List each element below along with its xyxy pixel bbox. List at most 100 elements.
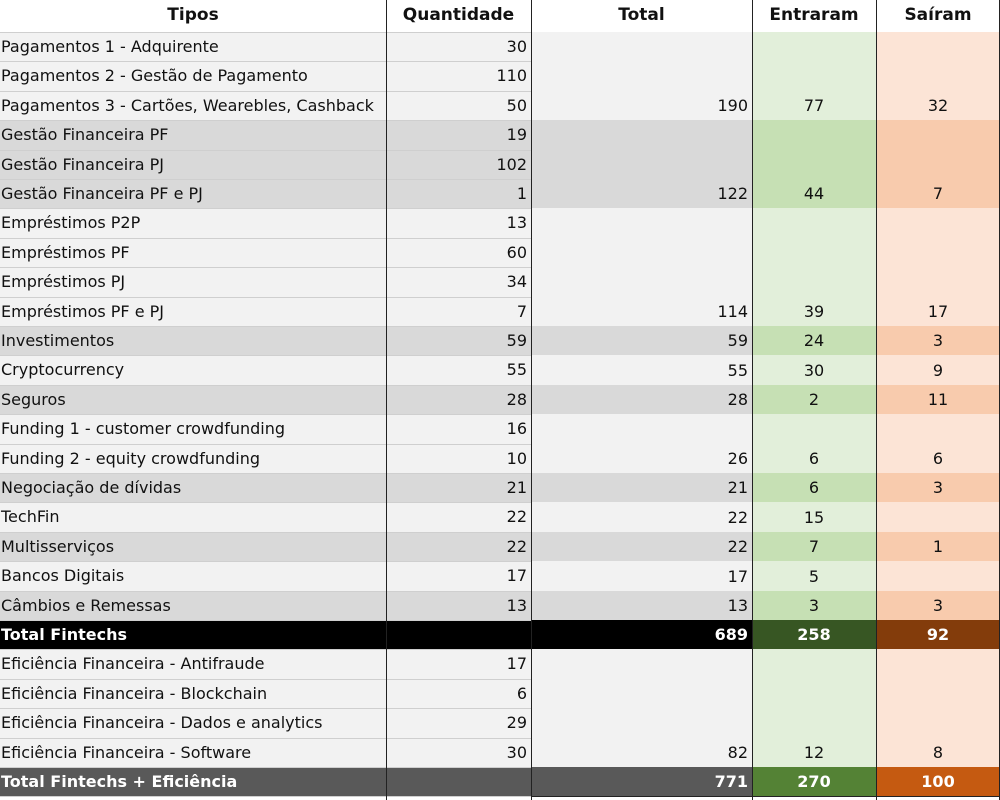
total-cell: 771 [531,767,752,796]
quantidade-cell: 59 [386,326,531,355]
quantidade-cell: 50 [386,91,531,120]
row-separator [0,238,531,239]
quantidade-cell: 28 [386,385,531,414]
sairam-cell: 32 [876,32,1000,120]
row-separator [0,649,531,650]
row-separator [0,32,531,33]
group-separator [531,796,1000,797]
tipo-cell: Total Fintechs + Eficiência [0,767,386,796]
quantidade-cell: 19 [386,120,531,150]
row-separator [0,767,531,768]
total-cell: 114 [531,208,752,326]
tipo-cell: Empréstimos P2P [0,208,386,238]
tipo-cell: Negociação de dívidas [0,473,386,502]
row-separator [0,267,531,268]
sairam-cell: 3 [876,473,1000,502]
sairam-cell: 1 [876,532,1000,561]
sairam-cell [876,502,1000,532]
tipo-cell: Gestão Financeira PF e PJ [0,179,386,208]
total-cell: 22 [531,532,752,561]
row-separator [0,679,531,680]
header-entraram: Entraram [752,0,876,31]
quantidade-cell: 7 [386,297,531,326]
entraram-cell: 39 [752,208,876,326]
sairam-cell: 3 [876,326,1000,355]
quantidade-cell: 13 [386,591,531,620]
row-separator [0,473,531,474]
entraram-cell: 24 [752,326,876,355]
total-cell: 22 [531,502,752,532]
quantidade-cell: 21 [386,473,531,502]
tipo-cell: Multisserviços [0,532,386,561]
quantidade-cell: 10 [386,444,531,473]
row-separator [0,91,531,92]
sairam-cell: 100 [876,767,1000,796]
entraram-cell: 3 [752,591,876,620]
tipo-cell: Funding 2 - equity crowdfunding [0,444,386,473]
entraram-cell: 7 [752,532,876,561]
row-separator [0,620,531,621]
quantidade-cell [386,620,531,649]
total-cell: 21 [531,473,752,502]
tipo-cell: Empréstimos PF [0,238,386,267]
entraram-cell: 44 [752,120,876,208]
tipo-cell: Eficiência Financeira - Dados e analytic… [0,708,386,738]
row-separator [0,326,531,327]
tipo-cell: Eficiência Financeira - Software [0,738,386,767]
entraram-cell: 258 [752,620,876,649]
total-cell: 17 [531,561,752,591]
entraram-cell: 6 [752,473,876,502]
tipo-cell: Gestão Financeira PJ [0,150,386,179]
row-separator [0,444,531,445]
quantidade-cell: 34 [386,267,531,297]
total-cell: 689 [531,620,752,649]
quantidade-cell: 17 [386,649,531,679]
quantidade-cell: 102 [386,150,531,179]
tipo-cell: Total Fintechs [0,620,386,649]
row-separator [0,355,531,356]
tipo-cell: Pagamentos 3 - Cartões, Wearebles, Cashb… [0,91,386,120]
tipo-cell: Pagamentos 2 - Gestão de Pagamento [0,61,386,91]
entraram-cell: 15 [752,502,876,532]
header-total: Total [531,0,752,31]
total-cell: 28 [531,385,752,414]
quantidade-cell: 22 [386,502,531,532]
tipo-cell: TechFin [0,502,386,532]
total-cell: 55 [531,355,752,385]
tipo-cell: Seguros [0,385,386,414]
row-separator [0,561,531,562]
entraram-cell: 5 [752,561,876,591]
quantidade-cell: 17 [386,561,531,591]
row-separator [0,532,531,533]
quantidade-cell: 16 [386,414,531,444]
entraram-cell: 77 [752,32,876,120]
tipo-cell: Funding 1 - customer crowdfunding [0,414,386,444]
quantidade-cell: 13 [386,208,531,238]
entraram-cell: 30 [752,355,876,385]
row-separator [0,150,531,151]
entraram-cell: 12 [752,649,876,767]
quantidade-cell: 110 [386,61,531,91]
quantidade-cell: 22 [386,532,531,561]
row-separator [0,738,531,739]
row-separator [0,708,531,709]
column-separator [531,0,532,800]
sairam-cell: 7 [876,120,1000,208]
total-cell: 59 [531,326,752,355]
quantidade-cell: 60 [386,238,531,267]
quantidade-cell: 30 [386,738,531,767]
quantidade-cell: 55 [386,355,531,385]
quantidade-cell [386,767,531,796]
row-separator [0,385,531,386]
quantidade-cell: 1 [386,179,531,208]
total-cell: 82 [531,649,752,767]
sairam-cell: 9 [876,355,1000,385]
sairam-cell: 92 [876,620,1000,649]
column-separator [386,0,387,800]
row-separator [0,179,531,180]
entraram-cell: 2 [752,385,876,414]
column-separator [752,0,753,800]
tipo-cell: Bancos Digitais [0,561,386,591]
total-cell: 122 [531,120,752,208]
header-sairam: Saíram [876,0,1000,31]
